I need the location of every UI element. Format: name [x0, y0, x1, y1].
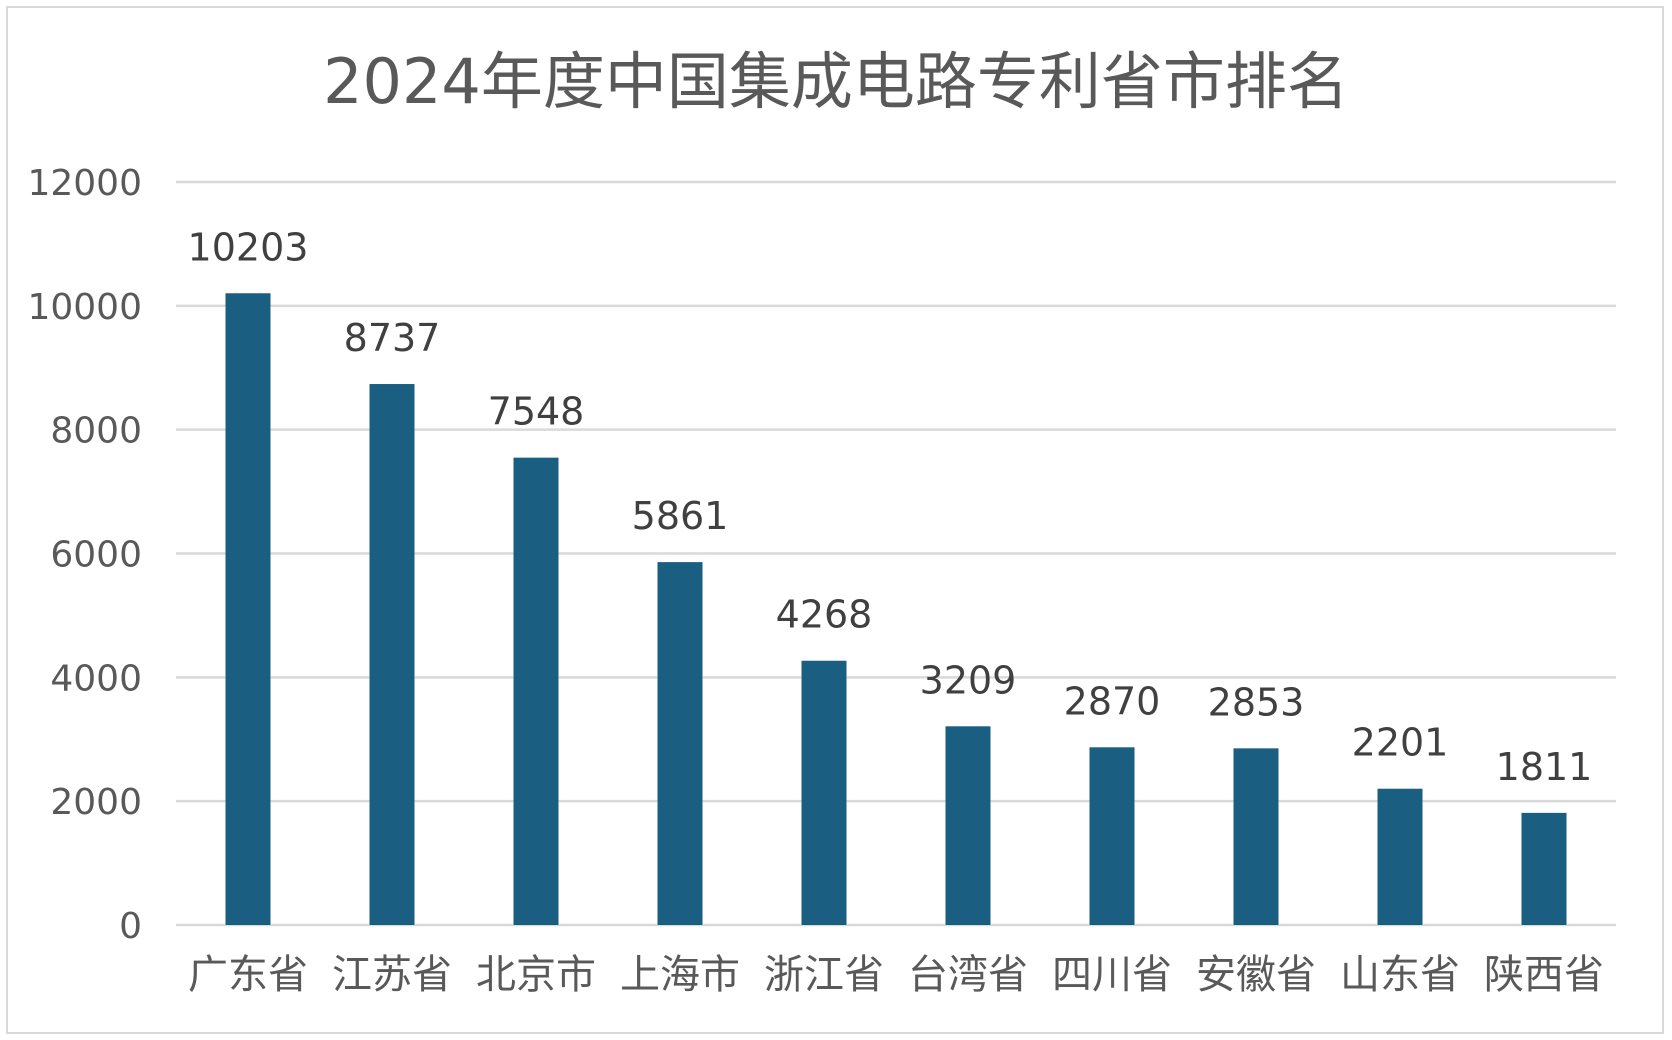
- x-category-label: 山东省: [1340, 952, 1460, 998]
- y-axis-ticks: 0 2000 4000 6000 8000 10000 12000: [27, 163, 142, 947]
- x-category-label: 陕西省: [1484, 952, 1604, 998]
- data-label: 3209: [920, 658, 1017, 702]
- bars: [225, 293, 1567, 926]
- y-tick-label: 12000: [27, 163, 142, 204]
- data-label: 1811: [1496, 745, 1593, 789]
- data-labels: 10203 8737 7548 5861 4268 3209 2870 2853 2201 181…: [188, 225, 1593, 789]
- x-category-label: 江苏省: [332, 952, 452, 998]
- y-tick-label: 10000: [27, 287, 142, 328]
- x-category-label: 北京市: [476, 952, 596, 998]
- y-tick-label: 6000: [50, 535, 142, 576]
- bar-安徽省: [1233, 748, 1279, 925]
- x-category-label: 上海市: [620, 952, 740, 998]
- data-label: 4268: [776, 593, 873, 637]
- bar-广东省: [225, 293, 271, 925]
- bar-陕西省: [1521, 812, 1567, 925]
- data-label: 8737: [344, 316, 441, 360]
- bar-台湾省: [945, 726, 991, 925]
- bar-浙江省: [801, 660, 847, 925]
- x-category-label: 安徽省: [1196, 952, 1316, 998]
- data-label: 2853: [1208, 680, 1305, 724]
- bar-上海市: [657, 562, 703, 925]
- data-label: 2870: [1064, 679, 1161, 723]
- y-tick-label: 0: [119, 906, 142, 947]
- data-label: 2201: [1352, 721, 1449, 765]
- chart-title: 2024年度中国集成电路专利省市排名: [323, 45, 1349, 118]
- data-label: 10203: [188, 225, 309, 269]
- data-label: 7548: [488, 390, 585, 434]
- bar-四川省: [1089, 747, 1135, 925]
- x-axis-categories: 广东省 江苏省 北京市 上海市 浙江省 台湾省 四川省 安徽省 山东省 陕西省: [188, 952, 1604, 998]
- y-tick-label: 8000: [50, 411, 142, 452]
- x-category-label: 四川省: [1052, 952, 1172, 998]
- gridlines: [176, 180, 1616, 927]
- y-tick-label: 2000: [50, 782, 142, 823]
- data-label: 5861: [632, 494, 729, 538]
- x-category-label: 台湾省: [908, 952, 1028, 998]
- bar-江苏省: [369, 384, 415, 926]
- bar-北京市: [513, 457, 559, 925]
- x-category-label: 广东省: [188, 952, 308, 998]
- x-category-label: 浙江省: [764, 952, 884, 998]
- bar-山东省: [1377, 788, 1423, 925]
- y-tick-label: 4000: [50, 658, 142, 699]
